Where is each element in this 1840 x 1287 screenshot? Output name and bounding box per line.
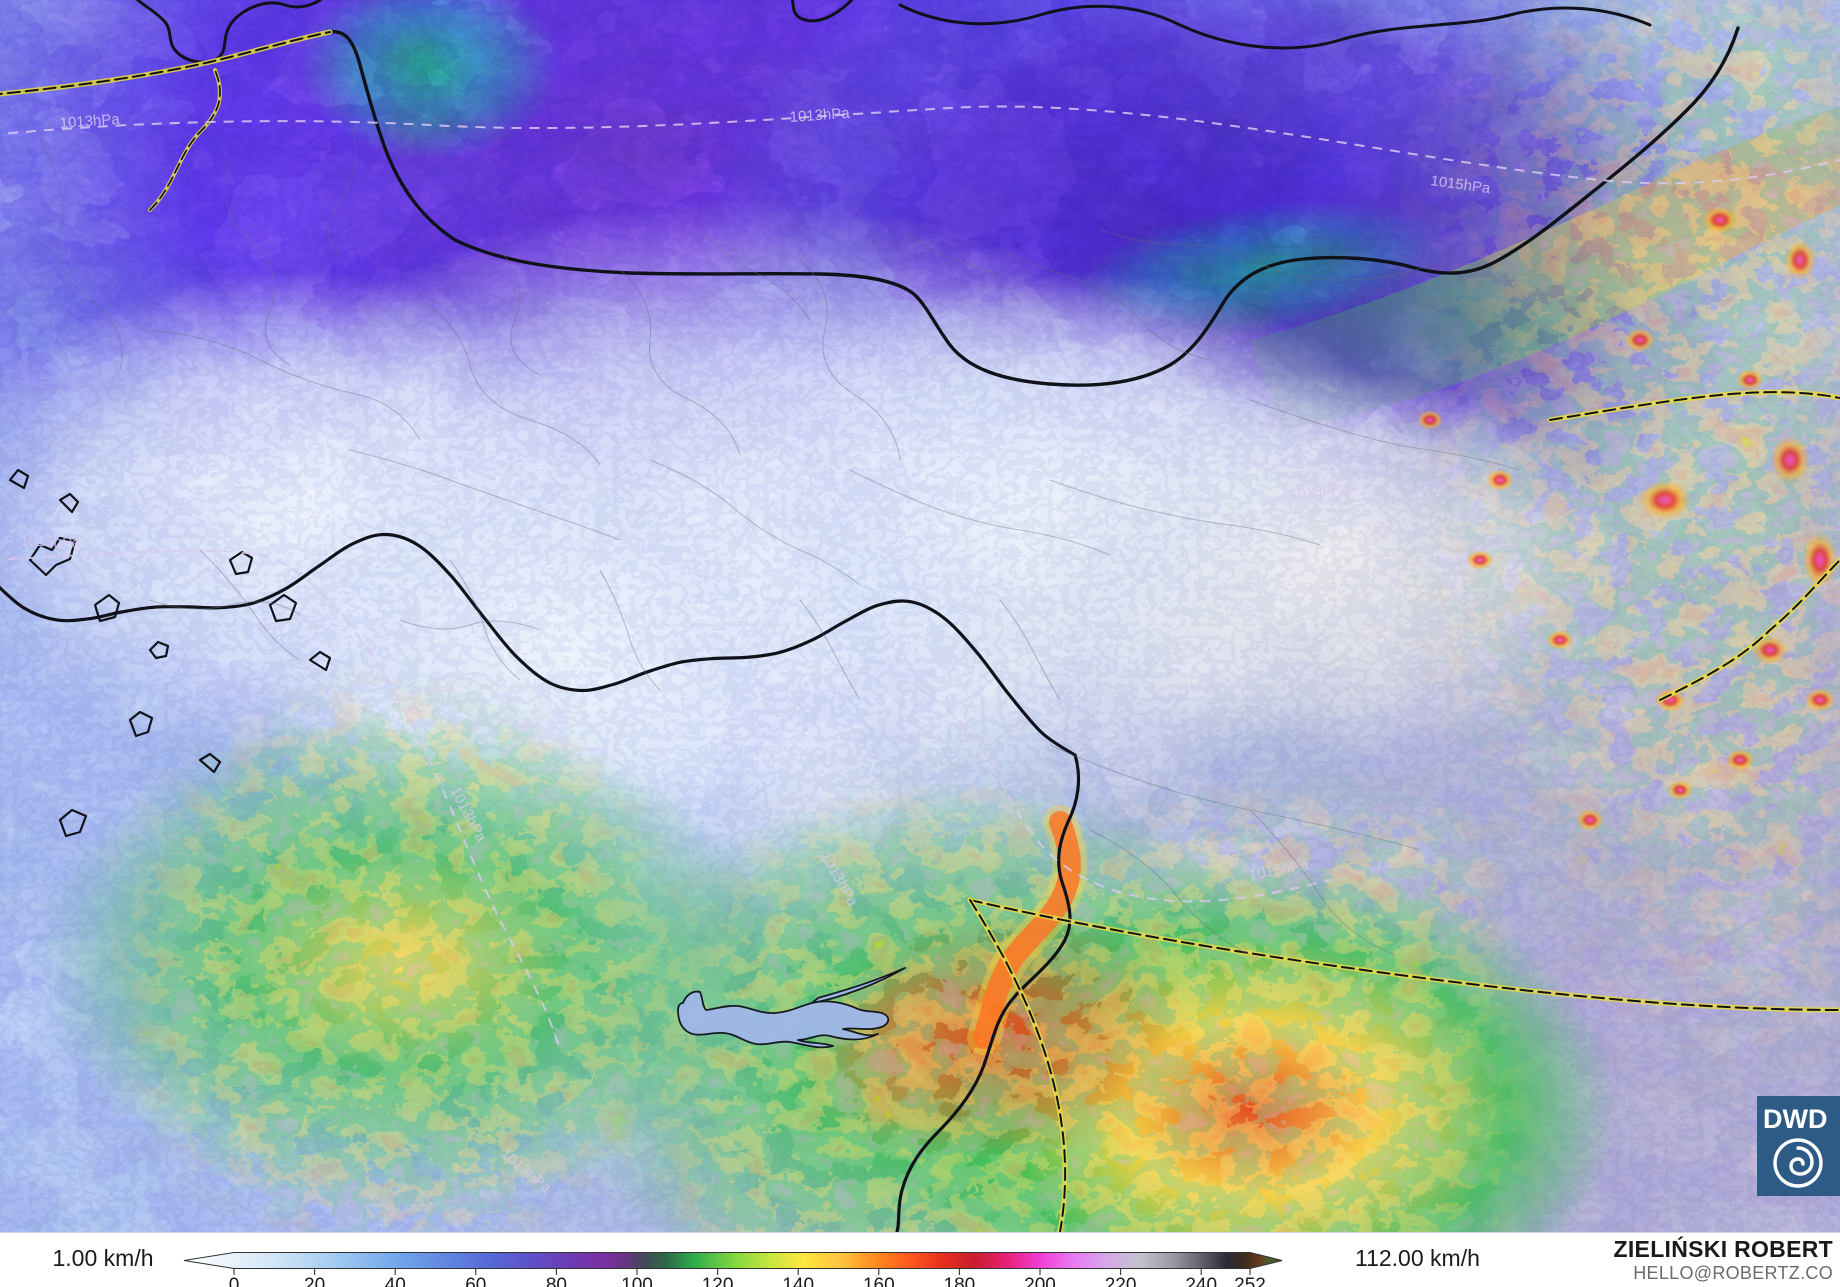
svg-text:252: 252 <box>1234 1275 1266 1287</box>
svg-text:HELLO@ROBERTZ.CO: HELLO@ROBERTZ.CO <box>1633 1263 1833 1283</box>
svg-text:120: 120 <box>702 1275 734 1287</box>
svg-text:112.00 km/h: 112.00 km/h <box>1355 1245 1480 1271</box>
svg-text:DWD: DWD <box>1763 1104 1827 1134</box>
svg-text:240: 240 <box>1185 1275 1217 1287</box>
svg-text:0: 0 <box>229 1275 240 1287</box>
svg-text:ZIELIŃSKI ROBERT: ZIELIŃSKI ROBERT <box>1614 1235 1833 1262</box>
svg-text:140: 140 <box>782 1275 814 1287</box>
svg-text:1.00 km/h: 1.00 km/h <box>53 1245 154 1271</box>
svg-text:100: 100 <box>621 1275 653 1287</box>
svg-text:20: 20 <box>304 1275 325 1287</box>
svg-text:1015hPa: 1015hPa <box>20 532 82 552</box>
svg-text:40: 40 <box>385 1275 406 1287</box>
svg-text:200: 200 <box>1024 1275 1056 1287</box>
svg-text:160: 160 <box>863 1275 895 1287</box>
svg-text:180: 180 <box>944 1275 976 1287</box>
svg-text:220: 220 <box>1105 1275 1137 1287</box>
svg-text:80: 80 <box>546 1275 567 1287</box>
svg-text:60: 60 <box>465 1275 486 1287</box>
